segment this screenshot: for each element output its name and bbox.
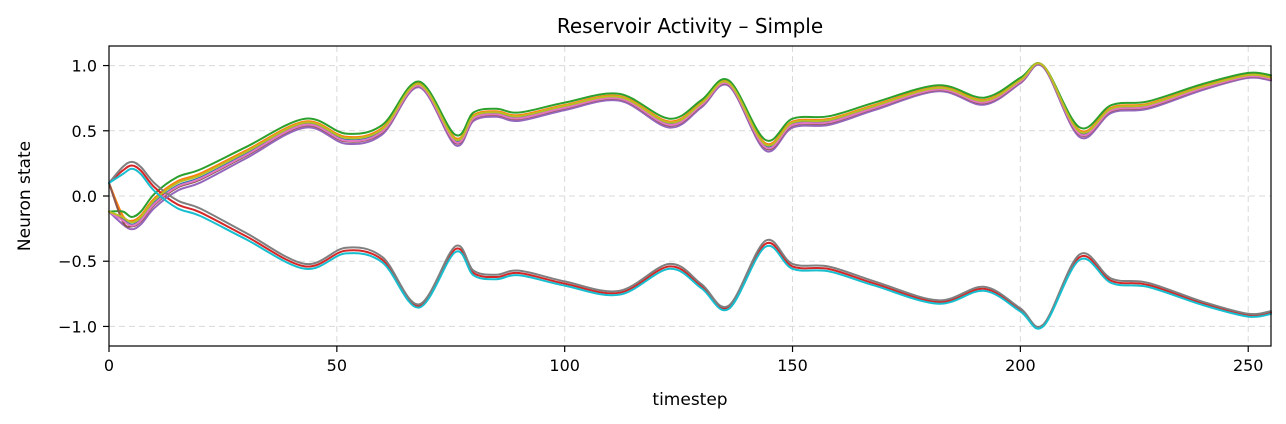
series-line-3: [108, 62, 1272, 218]
y-axis-label: Neuron state: [15, 141, 35, 251]
y-tick-label: 0.5: [72, 122, 97, 141]
series-line-2: [108, 62, 1272, 222]
grid-layer: [108, 46, 1271, 346]
chart-title: Reservoir Activity – Simple: [557, 14, 823, 38]
series-line-10: [108, 167, 1272, 330]
x-tick-label: 0: [104, 356, 114, 375]
y-tick-label: 0.0: [72, 187, 97, 206]
x-tick-label: 150: [777, 356, 808, 375]
x-tick-label: 50: [327, 356, 347, 375]
y-tick-label: −0.5: [58, 252, 97, 271]
series-line-4: [108, 164, 1272, 329]
series-line-7: [108, 62, 1272, 227]
series-line-5: [108, 63, 1272, 231]
y-tick-label: 1.0: [72, 57, 97, 76]
series-layer: [108, 62, 1272, 330]
x-tick-label: 100: [549, 356, 580, 375]
x-axis-label: timestep: [652, 390, 727, 410]
y-tick-label: −1.0: [58, 317, 97, 336]
x-tick-label: 200: [1005, 356, 1036, 375]
series-line-1: [108, 62, 1272, 226]
series-line-8: [108, 160, 1272, 328]
series-line-6: [108, 63, 1272, 228]
tick-layer: 0 50 100 150 200 250 1.0 0.5 0.0 −0.5 −1.0: [58, 57, 1263, 375]
series-line-9: [108, 62, 1272, 224]
x-tick-label: 250: [1233, 356, 1264, 375]
